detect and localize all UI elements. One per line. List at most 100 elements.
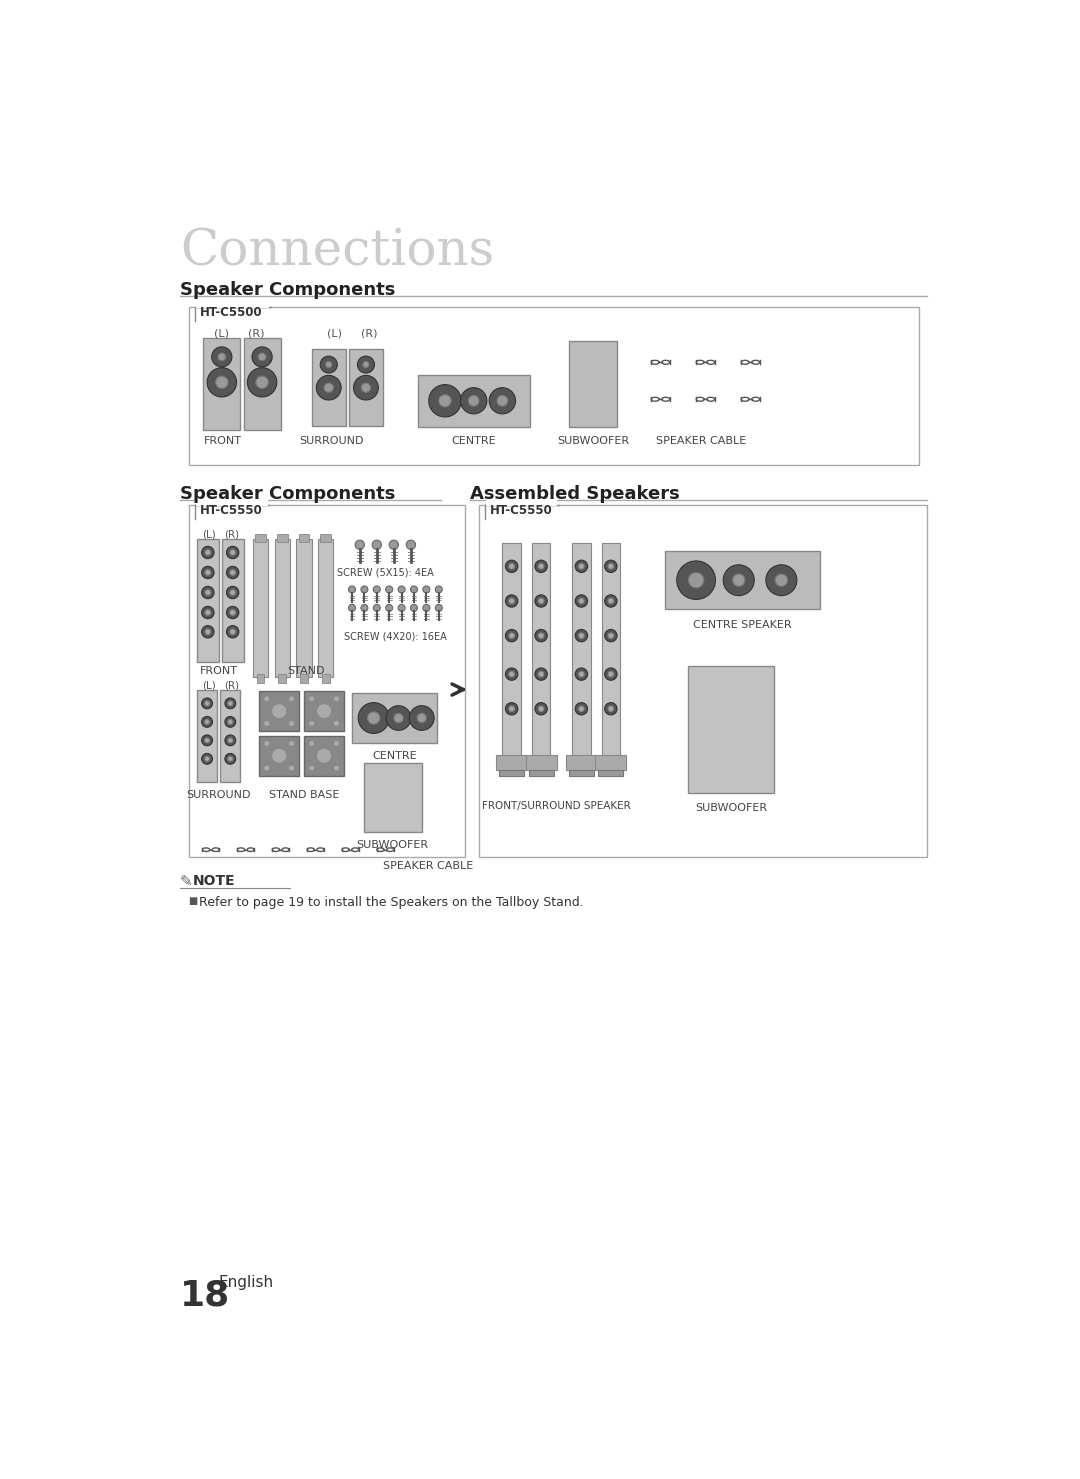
Bar bbox=[569, 340, 617, 427]
Circle shape bbox=[489, 387, 515, 414]
Circle shape bbox=[334, 765, 339, 771]
Circle shape bbox=[256, 376, 268, 389]
Bar bbox=[572, 543, 591, 759]
Bar bbox=[303, 735, 345, 776]
Bar bbox=[255, 534, 266, 541]
Bar bbox=[312, 349, 346, 426]
Bar bbox=[257, 674, 265, 683]
Circle shape bbox=[230, 629, 235, 634]
Circle shape bbox=[535, 561, 548, 572]
Circle shape bbox=[321, 356, 337, 373]
Circle shape bbox=[357, 356, 375, 373]
Text: (R): (R) bbox=[361, 328, 377, 339]
Circle shape bbox=[288, 765, 295, 771]
Circle shape bbox=[724, 565, 754, 596]
Bar bbox=[279, 674, 286, 683]
Circle shape bbox=[362, 383, 370, 392]
Circle shape bbox=[389, 540, 399, 549]
Circle shape bbox=[309, 720, 314, 726]
Text: (R): (R) bbox=[225, 680, 240, 691]
Circle shape bbox=[688, 572, 704, 587]
Circle shape bbox=[202, 626, 214, 637]
Text: (L): (L) bbox=[202, 680, 216, 691]
Circle shape bbox=[576, 595, 588, 608]
Circle shape bbox=[460, 387, 487, 414]
Bar bbox=[296, 538, 312, 677]
Circle shape bbox=[353, 376, 378, 399]
Circle shape bbox=[497, 395, 508, 407]
Circle shape bbox=[505, 669, 517, 680]
Circle shape bbox=[605, 703, 617, 714]
Text: FRONT: FRONT bbox=[204, 436, 242, 447]
Text: Connections: Connections bbox=[180, 228, 495, 277]
Bar bbox=[321, 534, 332, 541]
Bar bbox=[276, 534, 287, 541]
Text: (L): (L) bbox=[326, 328, 341, 339]
Circle shape bbox=[576, 703, 588, 714]
Circle shape bbox=[202, 735, 213, 745]
Circle shape bbox=[271, 748, 287, 763]
Text: ■: ■ bbox=[188, 896, 197, 907]
Text: 18: 18 bbox=[180, 1278, 230, 1312]
Circle shape bbox=[361, 605, 368, 611]
Text: Speaker Components: Speaker Components bbox=[180, 281, 395, 299]
Circle shape bbox=[539, 599, 544, 603]
Bar bbox=[502, 543, 521, 759]
Bar bbox=[197, 689, 217, 782]
Circle shape bbox=[605, 669, 617, 680]
Circle shape bbox=[539, 671, 544, 677]
Circle shape bbox=[205, 629, 211, 634]
Circle shape bbox=[605, 561, 617, 572]
Text: STAND: STAND bbox=[287, 667, 324, 676]
Circle shape bbox=[435, 605, 443, 611]
Circle shape bbox=[349, 605, 355, 611]
Circle shape bbox=[374, 586, 380, 593]
Bar bbox=[243, 337, 281, 430]
Bar bbox=[486, 498, 557, 506]
Bar bbox=[526, 754, 556, 771]
Circle shape bbox=[608, 633, 613, 639]
Bar bbox=[665, 552, 820, 609]
Circle shape bbox=[227, 546, 239, 559]
Circle shape bbox=[363, 361, 369, 368]
Circle shape bbox=[374, 605, 380, 611]
Text: English: English bbox=[218, 1275, 274, 1291]
Circle shape bbox=[576, 630, 588, 642]
Circle shape bbox=[205, 609, 211, 615]
Circle shape bbox=[605, 595, 617, 608]
Circle shape bbox=[216, 376, 228, 389]
Circle shape bbox=[230, 569, 235, 575]
Bar bbox=[197, 300, 269, 309]
Circle shape bbox=[406, 540, 416, 549]
Circle shape bbox=[535, 595, 548, 608]
Circle shape bbox=[766, 565, 797, 596]
Circle shape bbox=[205, 757, 210, 762]
Bar bbox=[352, 694, 437, 742]
Circle shape bbox=[387, 705, 410, 731]
Circle shape bbox=[324, 383, 334, 392]
Circle shape bbox=[410, 605, 418, 611]
Circle shape bbox=[608, 705, 613, 711]
Circle shape bbox=[202, 606, 214, 618]
Circle shape bbox=[423, 586, 430, 593]
Circle shape bbox=[309, 765, 314, 771]
Text: SURROUND: SURROUND bbox=[299, 436, 363, 447]
Circle shape bbox=[225, 716, 235, 728]
Circle shape bbox=[409, 705, 434, 731]
Circle shape bbox=[579, 563, 584, 569]
Circle shape bbox=[605, 630, 617, 642]
Circle shape bbox=[579, 671, 584, 677]
Text: CENTRE SPEAKER: CENTRE SPEAKER bbox=[693, 620, 792, 630]
Circle shape bbox=[509, 563, 514, 569]
Text: HT-C5550: HT-C5550 bbox=[200, 504, 262, 518]
Circle shape bbox=[373, 540, 381, 549]
Text: FRONT/SURROUND SPEAKER: FRONT/SURROUND SPEAKER bbox=[483, 802, 631, 810]
Bar bbox=[499, 769, 524, 776]
Text: CENTRE: CENTRE bbox=[451, 436, 496, 447]
Circle shape bbox=[334, 695, 339, 703]
Circle shape bbox=[202, 753, 213, 765]
Circle shape bbox=[225, 735, 235, 745]
Bar bbox=[203, 337, 241, 430]
Circle shape bbox=[212, 348, 232, 367]
Circle shape bbox=[228, 738, 232, 742]
